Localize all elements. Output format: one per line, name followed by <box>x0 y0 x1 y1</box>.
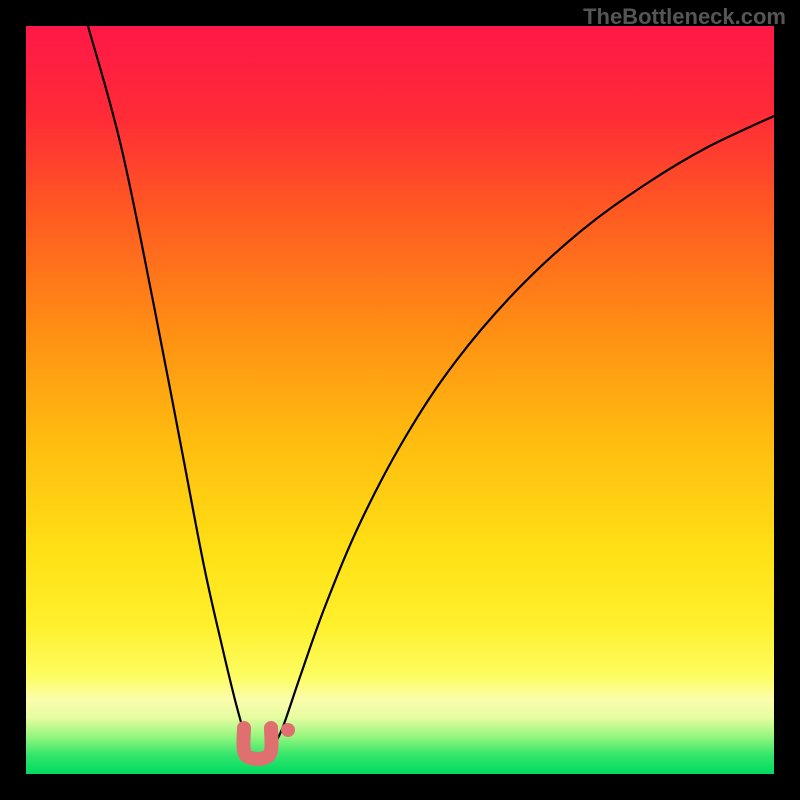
watermark-text: TheBottleneck.com <box>583 4 786 30</box>
bottleneck-chart <box>26 26 774 774</box>
bottleneck-marker-dot <box>281 723 295 737</box>
gradient-background <box>26 26 774 774</box>
plot-area <box>26 26 774 774</box>
chart-frame: TheBottleneck.com <box>0 0 800 800</box>
